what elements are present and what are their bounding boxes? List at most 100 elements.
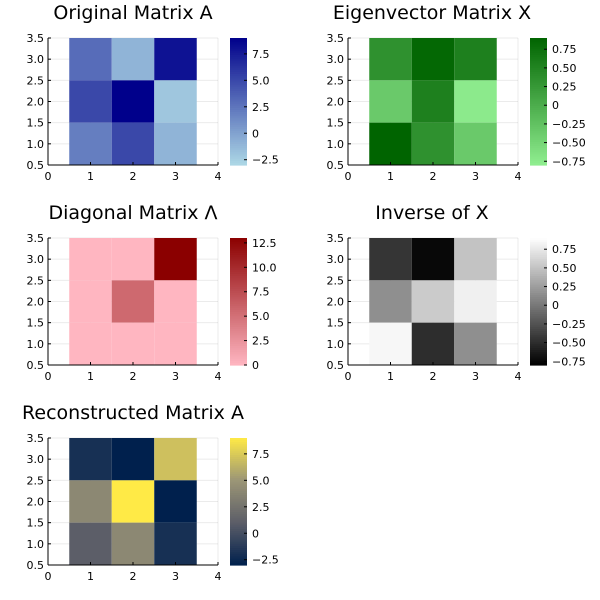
colorbar-segment xyxy=(230,339,247,343)
colorbar-segment xyxy=(230,562,247,566)
colorbar-segment xyxy=(530,309,547,313)
y-tick-label: 0.5 xyxy=(27,159,45,172)
colorbar-segment xyxy=(530,280,547,284)
colorbar-segment xyxy=(530,133,547,136)
y-tick-label: 1.5 xyxy=(27,517,45,530)
colorbar-segment xyxy=(530,95,547,98)
y-tick-label: 2.5 xyxy=(327,274,345,287)
colorbar-segment xyxy=(530,240,547,243)
heatmap-cell xyxy=(411,322,455,365)
y-tick-label: 1.0 xyxy=(327,338,345,351)
x-tick-label: 4 xyxy=(515,370,522,383)
colorbar-segment xyxy=(230,548,247,551)
heatmap-cell xyxy=(69,38,112,81)
colorbar-segment xyxy=(230,514,247,517)
heatmap-cell xyxy=(369,80,412,123)
colorbar-segment xyxy=(530,126,547,130)
colorbar-segment xyxy=(230,88,247,92)
colorbar-segment xyxy=(530,107,547,111)
colorbar-segment xyxy=(230,480,247,484)
colorbar-tick-label: 0 xyxy=(252,127,259,140)
colorbar-segment xyxy=(230,537,247,541)
colorbar-segment xyxy=(230,280,247,284)
colorbar-segment xyxy=(530,141,547,145)
colorbar-segment xyxy=(530,305,547,309)
colorbar-segment xyxy=(230,452,247,456)
colorbar-segment xyxy=(530,137,547,141)
colorbar-segment xyxy=(530,269,547,273)
x-tick-label: 1 xyxy=(87,170,94,183)
colorbar-segment xyxy=(230,543,247,547)
colorbar-segment xyxy=(230,267,247,271)
colorbar-tick-label: 7.5 xyxy=(252,48,270,61)
colorbar-segment xyxy=(230,131,247,134)
colorbar-segment xyxy=(230,63,247,67)
y-tick-label: 1.0 xyxy=(27,338,45,351)
heatmap-cell xyxy=(69,480,112,523)
colorbar-segment xyxy=(530,61,547,64)
heatmap-cell xyxy=(154,238,197,281)
colorbar-segment xyxy=(530,320,547,324)
colorbar-segment xyxy=(230,497,247,500)
colorbar-segment xyxy=(530,50,547,54)
colorbar-segment xyxy=(230,526,247,530)
colorbar-segment xyxy=(530,135,547,139)
colorbar-segment xyxy=(530,162,547,166)
heatmap-cell xyxy=(454,122,497,165)
colorbar-segment xyxy=(530,284,547,288)
colorbar-segment xyxy=(230,67,247,71)
colorbar-segment xyxy=(230,552,247,556)
heatmap-cell xyxy=(69,438,112,481)
colorbar-segment xyxy=(230,103,247,107)
colorbar-segment xyxy=(230,52,247,56)
colorbar-segment xyxy=(230,40,247,43)
colorbar-segment xyxy=(530,348,547,351)
colorbar-segment xyxy=(230,482,247,486)
colorbar-segment xyxy=(230,350,247,353)
heatmap-cell xyxy=(69,522,112,565)
colorbar-segment xyxy=(230,286,247,290)
colorbar-segment xyxy=(230,438,247,441)
colorbar-segment xyxy=(530,257,547,260)
colorbar-segment xyxy=(530,301,547,305)
colorbar-segment xyxy=(530,254,547,258)
colorbar-segment xyxy=(230,467,247,471)
colorbar-segment xyxy=(230,76,247,79)
colorbar-segment xyxy=(230,493,247,496)
colorbar-segment xyxy=(230,358,247,362)
y-tick-label: 1.5 xyxy=(327,117,345,130)
colorbar-segment xyxy=(230,290,247,294)
colorbar-segment xyxy=(530,118,547,122)
x-tick-label: 4 xyxy=(515,170,522,183)
colorbar-segment xyxy=(530,244,547,248)
colorbar-segment xyxy=(530,341,547,345)
colorbar-segment xyxy=(530,46,547,50)
colorbar-tick-label: 5.0 xyxy=(252,474,270,487)
y-tick-label: 3.0 xyxy=(327,253,345,266)
heatmap-panel-4: Inverse of X 0 1 2 3 4 0.5 1.0 1.5 2.0 2.5 3.0 3.5 −0… xyxy=(327,202,586,383)
colorbar-segment xyxy=(230,354,247,358)
x-tick-label: 1 xyxy=(87,370,94,383)
colorbar-segment xyxy=(530,299,547,303)
colorbar-segment xyxy=(230,145,247,149)
colorbar-segment xyxy=(530,48,547,52)
heatmap-panel-2: Eigenvector Matrix X 0 1 2 3 4 0.5 1.0 1.5 2.0 2.5… xyxy=(327,2,586,183)
y-tick-label: 2.0 xyxy=(27,296,45,309)
heatmap-cell xyxy=(454,80,497,123)
colorbar-segment xyxy=(530,242,547,245)
x-tick-label: 1 xyxy=(387,170,394,183)
y-tick-label: 1.5 xyxy=(327,317,345,330)
y-tick-label: 3.0 xyxy=(327,53,345,66)
colorbar-segment xyxy=(530,339,547,343)
colorbar-segment xyxy=(530,303,547,307)
heatmap-panel-1: Original Matrix A 0 1 2 3 4 0.5 1.0 1.5 2.0 2.5 3.0… xyxy=(27,2,279,183)
colorbar-segment xyxy=(230,265,247,269)
colorbar-segment xyxy=(230,558,247,562)
colorbar-segment xyxy=(230,488,247,492)
colorbar-segment xyxy=(530,116,547,120)
x-tick-label: 2 xyxy=(430,170,437,183)
colorbar-segment xyxy=(230,99,247,103)
colorbar-segment xyxy=(530,93,547,96)
colorbar-segment xyxy=(230,252,247,256)
colorbar-segment xyxy=(530,82,547,86)
